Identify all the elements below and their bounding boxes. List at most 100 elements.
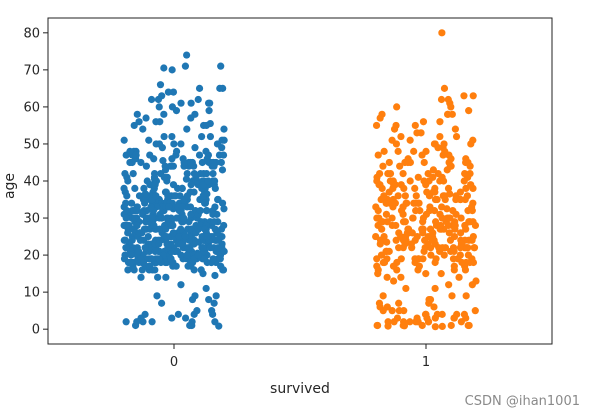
- data-point-survived-0: [217, 158, 225, 167]
- y-tick-label: 80: [23, 26, 40, 41]
- data-point-survived-1: [372, 232, 380, 241]
- data-point-survived-1: [404, 225, 413, 233]
- data-point-survived-1: [451, 125, 459, 133]
- data-point-survived-1: [450, 232, 459, 241]
- y-tick-label: 30: [23, 212, 40, 227]
- data-point-survived-1: [419, 255, 427, 263]
- data-point-survived-0: [137, 273, 145, 281]
- data-point-survived-1: [380, 147, 388, 155]
- data-point-survived-0: [156, 118, 164, 126]
- data-point-survived-1: [422, 270, 430, 278]
- data-point-survived-0: [141, 244, 149, 252]
- data-point-survived-0: [141, 190, 150, 198]
- data-point-survived-1: [433, 195, 441, 204]
- y-tick-label: 50: [23, 137, 40, 152]
- data-point-survived-1: [436, 221, 445, 230]
- data-point-survived-1: [412, 192, 420, 200]
- data-point-survived-0: [153, 292, 161, 300]
- data-point-survived-0: [202, 121, 211, 130]
- data-point-survived-1: [470, 244, 478, 252]
- data-point-survived-0: [169, 181, 178, 189]
- y-tick-label: 70: [23, 63, 40, 78]
- data-point-survived-0: [170, 140, 178, 148]
- data-point-survived-1: [390, 125, 399, 133]
- data-point-survived-0: [185, 218, 193, 226]
- data-point-survived-1: [430, 303, 438, 311]
- data-point-survived-0: [206, 99, 214, 107]
- data-point-survived-1: [422, 210, 430, 218]
- data-point-survived-0: [187, 114, 195, 122]
- data-point-survived-0: [212, 292, 220, 300]
- data-point-survived-1: [379, 162, 387, 170]
- data-point-survived-1: [397, 132, 405, 141]
- data-point-survived-0: [121, 169, 129, 178]
- data-point-survived-1: [447, 103, 455, 111]
- data-point-survived-1: [414, 173, 422, 181]
- data-point-survived-1: [464, 251, 472, 259]
- data-point-survived-0: [217, 262, 225, 270]
- data-point-survived-0: [135, 229, 144, 237]
- data-point-survived-1: [428, 236, 436, 244]
- data-point-survived-0: [182, 175, 191, 183]
- data-point-survived-0: [131, 214, 139, 222]
- data-point-survived-1: [410, 147, 418, 155]
- data-point-survived-1: [434, 169, 442, 178]
- data-point-survived-1: [395, 244, 403, 252]
- data-point-survived-0: [220, 247, 228, 255]
- data-point-survived-0: [150, 221, 158, 230]
- data-point-survived-0: [159, 157, 167, 165]
- data-point-survived-0: [142, 214, 151, 222]
- data-point-survived-1: [379, 258, 387, 267]
- y-tick-label: 40: [23, 175, 40, 190]
- data-point-survived-1: [397, 273, 405, 281]
- data-point-survived-0: [164, 240, 172, 248]
- data-point-survived-0: [170, 192, 178, 200]
- data-point-survived-1: [449, 244, 458, 252]
- data-point-survived-1: [460, 177, 468, 185]
- data-point-survived-1: [382, 210, 391, 218]
- data-point-survived-1: [438, 322, 446, 330]
- data-point-survived-0: [140, 184, 148, 193]
- data-point-survived-0: [213, 229, 221, 237]
- data-point-survived-0: [173, 214, 181, 222]
- data-point-survived-0: [146, 151, 154, 159]
- data-point-survived-1: [399, 218, 408, 226]
- data-point-survived-1: [462, 314, 470, 322]
- data-point-survived-1: [395, 299, 403, 307]
- data-point-survived-1: [380, 192, 388, 200]
- data-point-survived-1: [388, 214, 396, 222]
- data-point-survived-1: [406, 318, 414, 326]
- data-point-survived-1: [429, 173, 437, 181]
- data-point-survived-0: [181, 232, 189, 241]
- data-point-survived-1: [413, 314, 421, 322]
- data-point-survived-1: [466, 218, 474, 226]
- data-point-survived-1: [469, 258, 478, 267]
- data-point-survived-1: [456, 195, 465, 204]
- data-point-survived-1: [461, 221, 469, 230]
- data-point-survived-1: [445, 281, 453, 289]
- data-point-survived-0: [194, 95, 202, 104]
- data-point-survived-0: [155, 240, 163, 248]
- data-point-survived-1: [431, 323, 439, 331]
- data-point-survived-0: [127, 199, 136, 207]
- data-point-survived-1: [374, 270, 382, 278]
- data-point-survived-1: [400, 184, 408, 193]
- data-point-survived-1: [468, 236, 476, 244]
- data-point-survived-0: [197, 266, 205, 274]
- data-point-survived-1: [383, 238, 391, 246]
- data-point-survived-1: [440, 84, 449, 92]
- data-point-survived-0: [164, 88, 172, 96]
- data-point-survived-0: [146, 244, 154, 252]
- data-point-survived-1: [444, 221, 453, 230]
- data-point-survived-0: [181, 62, 190, 70]
- data-point-survived-1: [467, 181, 475, 189]
- data-point-survived-0: [204, 177, 212, 185]
- data-point-survived-0: [130, 266, 138, 274]
- data-point-survived-1: [401, 232, 410, 241]
- data-point-survived-0: [202, 169, 211, 178]
- data-point-survived-1: [448, 292, 456, 300]
- data-point-survived-0: [172, 147, 181, 155]
- data-point-survived-0: [211, 177, 219, 185]
- data-point-survived-0: [199, 244, 208, 252]
- data-point-survived-0: [165, 203, 173, 211]
